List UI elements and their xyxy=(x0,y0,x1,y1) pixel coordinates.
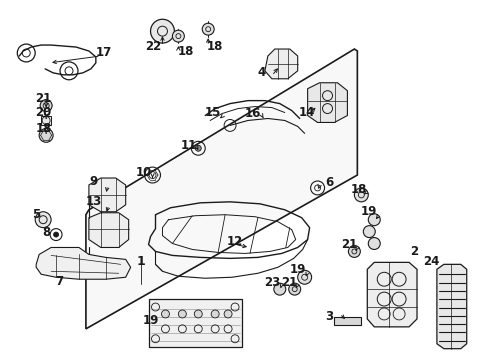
Text: 23: 23 xyxy=(263,276,280,289)
Circle shape xyxy=(150,19,174,43)
Circle shape xyxy=(202,23,214,35)
Polygon shape xyxy=(436,264,466,349)
Text: 14: 14 xyxy=(298,106,314,119)
Circle shape xyxy=(288,283,300,295)
Polygon shape xyxy=(264,49,297,79)
Text: 5: 5 xyxy=(32,208,40,221)
Text: 9: 9 xyxy=(90,175,98,189)
Text: 15: 15 xyxy=(204,106,221,119)
Circle shape xyxy=(363,226,374,238)
Circle shape xyxy=(367,214,380,226)
Text: 16: 16 xyxy=(244,107,261,120)
Text: 19: 19 xyxy=(289,263,305,276)
Text: 7: 7 xyxy=(55,275,63,288)
Circle shape xyxy=(178,310,186,318)
Circle shape xyxy=(224,310,232,318)
Text: 22: 22 xyxy=(145,40,162,53)
Text: 4: 4 xyxy=(257,66,265,79)
Circle shape xyxy=(195,145,201,151)
Polygon shape xyxy=(307,83,346,122)
Text: 11: 11 xyxy=(180,139,196,152)
Text: 6: 6 xyxy=(325,176,333,189)
Text: 21: 21 xyxy=(281,276,297,289)
Text: 21: 21 xyxy=(341,238,357,251)
Polygon shape xyxy=(366,262,416,327)
Text: 24: 24 xyxy=(422,255,438,268)
Text: 21: 21 xyxy=(35,92,51,105)
Text: 12: 12 xyxy=(226,235,243,248)
Text: 18: 18 xyxy=(206,40,223,53)
Circle shape xyxy=(194,310,202,318)
Polygon shape xyxy=(86,49,357,329)
Circle shape xyxy=(161,310,169,318)
Circle shape xyxy=(211,310,219,318)
Circle shape xyxy=(347,246,360,257)
Text: 2: 2 xyxy=(409,245,417,258)
Circle shape xyxy=(297,270,311,284)
Text: 10: 10 xyxy=(135,166,151,179)
Polygon shape xyxy=(41,116,51,125)
Circle shape xyxy=(367,238,380,249)
Text: 19: 19 xyxy=(360,205,377,218)
Circle shape xyxy=(273,283,285,295)
Circle shape xyxy=(172,30,184,42)
Polygon shape xyxy=(36,247,130,279)
Polygon shape xyxy=(89,178,125,212)
Text: 13: 13 xyxy=(85,195,102,208)
Polygon shape xyxy=(148,299,242,347)
Text: 1: 1 xyxy=(136,255,144,268)
Text: 3: 3 xyxy=(325,310,333,323)
Circle shape xyxy=(354,188,367,202)
Text: 18: 18 xyxy=(178,45,194,58)
Polygon shape xyxy=(334,317,361,325)
Circle shape xyxy=(54,232,59,237)
Circle shape xyxy=(39,129,53,142)
Circle shape xyxy=(35,212,51,228)
Text: 19: 19 xyxy=(142,314,159,327)
Polygon shape xyxy=(89,213,128,247)
Text: 18: 18 xyxy=(350,184,367,197)
Text: 17: 17 xyxy=(96,46,112,59)
Text: 18: 18 xyxy=(36,122,52,135)
Text: 20: 20 xyxy=(35,106,51,119)
Text: 8: 8 xyxy=(42,226,50,239)
Circle shape xyxy=(40,100,52,112)
